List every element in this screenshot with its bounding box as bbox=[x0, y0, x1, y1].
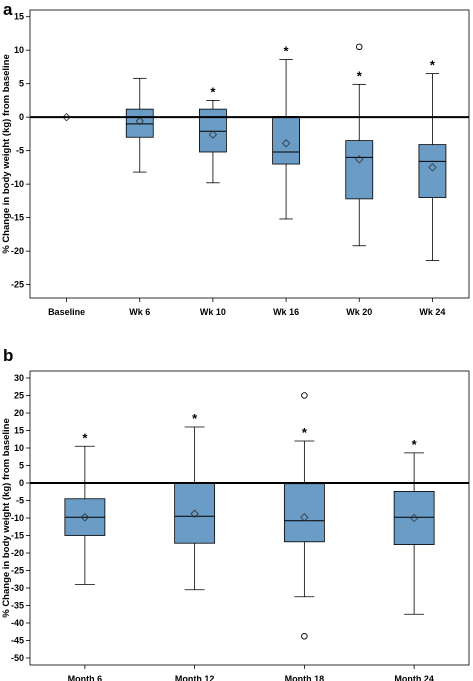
significance-star: * bbox=[284, 44, 290, 59]
significance-star: * bbox=[210, 84, 216, 99]
mean-marker bbox=[355, 155, 364, 164]
y-tick-label: 30 bbox=[14, 373, 24, 383]
significance-star: * bbox=[82, 430, 88, 445]
mean-marker bbox=[300, 513, 309, 522]
x-tick-label: Wk 6 bbox=[129, 307, 150, 317]
y-tick-label: 10 bbox=[14, 443, 24, 453]
mean-marker bbox=[135, 117, 144, 126]
y-tick-label: 15 bbox=[14, 12, 24, 22]
y-tick-label: -20 bbox=[11, 548, 24, 558]
x-tick-label: Wk 16 bbox=[273, 307, 299, 317]
y-tick-label: -5 bbox=[16, 496, 24, 506]
y-tick-label: -25 bbox=[11, 566, 24, 576]
outlier-point bbox=[301, 633, 308, 640]
significance-star: * bbox=[357, 68, 363, 83]
iqr-box bbox=[345, 140, 374, 200]
y-axis-label: % Change in body weight (kg) from baseli… bbox=[1, 54, 12, 254]
outlier-point bbox=[356, 43, 363, 51]
panel-letter: b bbox=[3, 346, 13, 365]
y-axis-label: % Change in body weight (kg) from baseli… bbox=[1, 418, 12, 618]
iqr-box bbox=[283, 483, 325, 543]
y-tick-label: -5 bbox=[16, 146, 24, 156]
plot-frame bbox=[29, 9, 470, 299]
mean-marker bbox=[428, 163, 437, 172]
y-tick-label: 0 bbox=[19, 112, 24, 122]
iqr-box bbox=[393, 490, 435, 545]
significance-star: * bbox=[302, 425, 308, 440]
y-tick-label: -35 bbox=[11, 601, 24, 611]
y-tick-label: -40 bbox=[11, 618, 24, 628]
y-tick-label: 0 bbox=[19, 478, 24, 488]
y-tick-label: -30 bbox=[11, 583, 24, 593]
mean-marker bbox=[80, 513, 90, 522]
panel-b-chart: b % Change in body weight (kg) from basel… bbox=[1, 346, 470, 681]
y-tick-label: 5 bbox=[19, 79, 24, 89]
mean-marker bbox=[62, 112, 71, 122]
iqr-box bbox=[125, 108, 154, 138]
y-tick-label: -10 bbox=[11, 179, 24, 189]
y-tick-label: -25 bbox=[11, 280, 24, 290]
iqr-box bbox=[174, 482, 216, 544]
y-tick-label: 20 bbox=[14, 408, 24, 418]
y-tick-label: 25 bbox=[14, 391, 24, 401]
mean-marker bbox=[409, 513, 419, 523]
outlier-point bbox=[301, 392, 308, 399]
y-tick-label: 15 bbox=[14, 426, 24, 436]
significance-star: * bbox=[412, 437, 418, 452]
y-tick-label: 5 bbox=[19, 461, 24, 471]
x-tick-label: Month 12 bbox=[175, 674, 215, 681]
x-tick-label: Wk 20 bbox=[346, 307, 372, 317]
x-tick-label: Wk 10 bbox=[200, 307, 226, 317]
x-tick-label: Month 24 bbox=[394, 674, 434, 681]
y-tick-label: -45 bbox=[11, 636, 24, 646]
mean-marker bbox=[208, 130, 218, 139]
significance-star: * bbox=[192, 411, 198, 426]
x-tick-label: Month 6 bbox=[68, 674, 103, 681]
x-tick-label: Wk 24 bbox=[419, 307, 445, 317]
y-tick-label: -15 bbox=[11, 213, 24, 223]
iqr-box bbox=[272, 116, 300, 165]
panel-letter: a bbox=[3, 0, 13, 19]
significance-star: * bbox=[430, 58, 436, 73]
mean-marker bbox=[190, 509, 199, 518]
mean-marker bbox=[281, 139, 291, 148]
y-tick-label: -10 bbox=[11, 513, 24, 523]
y-tick-label: 10 bbox=[14, 45, 24, 55]
x-tick-label: Baseline bbox=[48, 307, 85, 317]
y-tick-label: -20 bbox=[11, 246, 24, 256]
y-tick-label: -15 bbox=[11, 531, 24, 541]
x-tick-label: Month 18 bbox=[285, 674, 325, 681]
y-tick-label: -50 bbox=[11, 653, 24, 663]
panel-a-chart: a % Change in body weight (kg) from basel… bbox=[1, 0, 470, 317]
